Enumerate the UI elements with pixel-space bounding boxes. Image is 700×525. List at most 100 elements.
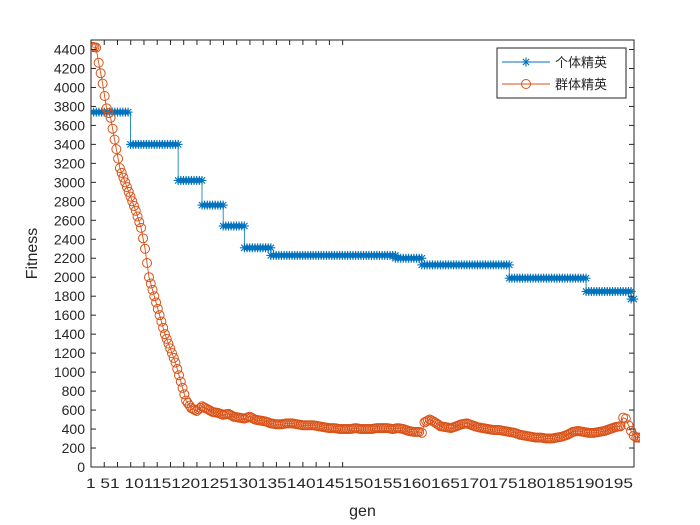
marker-elite-individual bbox=[239, 221, 249, 231]
y-tick-label: 800 bbox=[62, 383, 86, 399]
marker-elite-group bbox=[144, 272, 155, 283]
marker-elite-individual bbox=[626, 286, 636, 296]
marker-elite-group bbox=[165, 343, 176, 354]
marker-elite-group bbox=[103, 108, 114, 119]
marker-elite-group bbox=[163, 338, 174, 349]
marker-elite-group bbox=[118, 172, 129, 183]
marker-elite-group bbox=[128, 201, 139, 212]
marker-elite-group bbox=[125, 191, 136, 202]
y-tick-label: 2200 bbox=[54, 250, 85, 266]
marker-elite-group bbox=[136, 222, 147, 233]
y-tick-label: 1000 bbox=[54, 364, 85, 380]
y-tick-label: 3000 bbox=[54, 174, 85, 190]
legend-marker-circle bbox=[521, 79, 531, 89]
marker-elite-group bbox=[127, 196, 138, 207]
marker-elite-group bbox=[132, 211, 143, 222]
marker-elite-group bbox=[140, 243, 151, 254]
marker-elite-group bbox=[170, 357, 181, 368]
y-tick-label: 600 bbox=[62, 402, 86, 418]
marker-elite-group bbox=[95, 68, 106, 79]
marker-elite-group bbox=[147, 284, 158, 295]
marker-elite-group bbox=[177, 382, 188, 393]
y-tick-label: 1600 bbox=[54, 307, 85, 323]
marker-elite-individual bbox=[218, 200, 228, 210]
y-tick-label: 1800 bbox=[54, 288, 85, 304]
y-tick-label: 2600 bbox=[54, 212, 85, 228]
marker-elite-group bbox=[121, 182, 132, 193]
marker-elite-group bbox=[120, 177, 131, 188]
marker-elite-individual bbox=[266, 243, 276, 253]
marker-elite-group bbox=[156, 316, 167, 327]
y-tick-label: 4200 bbox=[54, 60, 85, 76]
y-tick-label: 200 bbox=[62, 440, 86, 456]
y-tick-label: 0 bbox=[77, 459, 85, 475]
marker-elite-group bbox=[101, 103, 112, 114]
marker-elite-group bbox=[416, 427, 427, 438]
marker-elite-group bbox=[123, 186, 134, 197]
y-tick-label: 4000 bbox=[54, 79, 85, 95]
y-tick-label: 1400 bbox=[54, 326, 85, 342]
marker-elite-group bbox=[109, 134, 120, 145]
marker-elite-individual bbox=[417, 253, 427, 263]
marker-elite-group bbox=[99, 90, 110, 101]
marker-elite-group bbox=[116, 167, 127, 178]
marker-elite-group bbox=[179, 389, 190, 400]
marker-elite-group bbox=[114, 163, 125, 174]
marker-elite-group bbox=[138, 233, 149, 244]
marker-elite-group bbox=[113, 153, 124, 164]
marker-elite-group bbox=[423, 415, 434, 426]
marker-elite-group bbox=[168, 352, 179, 363]
marker-elite-group bbox=[623, 420, 634, 431]
marker-elite-group bbox=[431, 418, 442, 429]
legend-label: 个体精英 bbox=[555, 56, 607, 71]
y-tick-label: 3600 bbox=[54, 117, 85, 133]
marker-elite-group bbox=[152, 303, 163, 314]
marker-elite-group bbox=[149, 291, 160, 302]
y-tick-label: 3200 bbox=[54, 155, 85, 171]
y-tick-label: 1200 bbox=[54, 345, 85, 361]
y-tick-label: 2800 bbox=[54, 193, 85, 209]
marker-elite-group bbox=[166, 348, 177, 359]
marker-elite-group bbox=[97, 78, 108, 89]
marker-elite-group bbox=[107, 123, 118, 134]
marker-elite-group bbox=[105, 112, 116, 123]
marker-elite-group bbox=[175, 376, 186, 387]
marker-elite-group bbox=[182, 398, 193, 409]
y-tick-label: 3800 bbox=[54, 98, 85, 114]
marker-elite-group bbox=[134, 217, 145, 228]
y-tick-label: 4400 bbox=[54, 41, 85, 57]
marker-elite-individual bbox=[173, 139, 183, 149]
y-tick-label: 400 bbox=[62, 421, 86, 437]
marker-elite-group bbox=[174, 370, 185, 381]
marker-elite-group bbox=[638, 433, 640, 442]
marker-elite-group bbox=[151, 297, 162, 308]
marker-elite-group bbox=[91, 42, 102, 53]
ticks-layer: 0 200 400 600 800 1000 1200 1400 1600 1800 2000 220… bbox=[54, 40, 634, 491]
marker-elite-group bbox=[636, 432, 640, 443]
marker-elite-group bbox=[172, 363, 183, 374]
marker-elite-group bbox=[93, 57, 104, 68]
y-tick-label: 2000 bbox=[54, 269, 85, 285]
marker-elite-individual bbox=[123, 107, 133, 117]
marker-elite-group bbox=[181, 395, 192, 406]
marker-elite-group bbox=[159, 329, 170, 340]
marker-elite-group bbox=[130, 205, 141, 216]
series-elite-individual bbox=[91, 107, 639, 304]
x-axis-label: gen bbox=[349, 503, 376, 520]
marker-elite-group bbox=[145, 278, 156, 289]
marker-elite-group bbox=[626, 425, 637, 436]
y-axis-label: Fitness bbox=[24, 228, 41, 280]
legend-box bbox=[496, 47, 627, 99]
marker-elite-group bbox=[158, 322, 169, 333]
marker-elite-individual bbox=[581, 273, 591, 283]
y-tick-label: 3400 bbox=[54, 136, 85, 152]
x-tick-labels: 1 51 10115120125130135140145150155160165… bbox=[86, 475, 633, 491]
legend-label: 群体精英 bbox=[555, 78, 607, 93]
marker-elite-group bbox=[111, 144, 122, 155]
series-layer bbox=[91, 41, 640, 444]
marker-elite-group bbox=[628, 430, 639, 441]
marker-elite-individual bbox=[197, 175, 207, 185]
marker-elite-group bbox=[91, 41, 96, 52]
marker-elite-group bbox=[142, 257, 153, 268]
